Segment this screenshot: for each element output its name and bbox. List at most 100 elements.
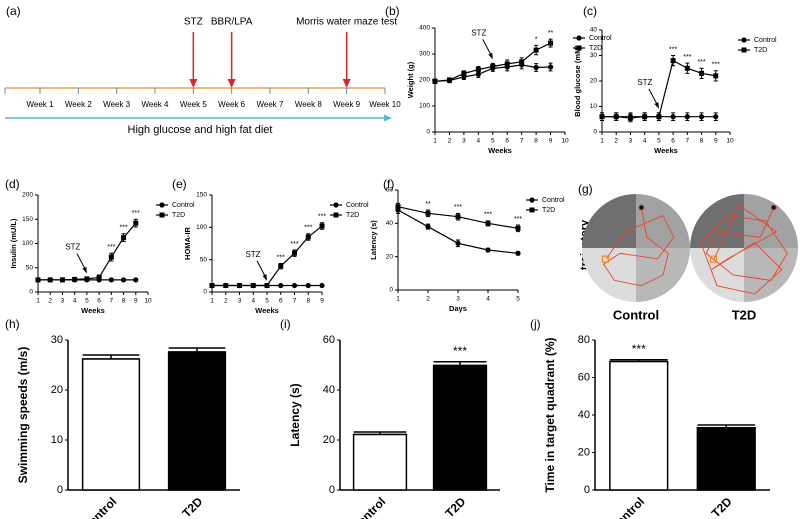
- significance: ***: [453, 344, 467, 358]
- group-label: T2D: [732, 307, 757, 322]
- x-tick-label: 2: [48, 298, 52, 305]
- panel-label: (f): [383, 177, 394, 191]
- week-label: Week 7: [256, 100, 284, 109]
- x-tick-label: 8: [534, 138, 538, 145]
- quadrant: [636, 194, 690, 248]
- y-tick-label: 200: [22, 192, 33, 199]
- marker: [547, 64, 554, 70]
- x-tick-label: 7: [293, 298, 297, 305]
- y-tick-label: 0: [203, 289, 207, 296]
- week-label: Week 5: [180, 100, 208, 109]
- group-label: Control: [613, 307, 659, 322]
- quadrant: [744, 248, 798, 302]
- y-tick-label: 50: [26, 264, 34, 271]
- event-arrow-head: [189, 79, 198, 88]
- week-label: Week 1: [27, 100, 55, 109]
- marker: [455, 240, 461, 246]
- marker: [108, 254, 114, 260]
- y-tick-label: 300: [419, 51, 430, 58]
- week-label: Week 2: [65, 100, 93, 109]
- marker: [133, 277, 139, 283]
- marker: [333, 202, 339, 208]
- y-tick-label: 400: [419, 25, 430, 32]
- significance: ***: [277, 254, 285, 261]
- marker: [59, 277, 65, 283]
- x-tick-label: 1: [600, 138, 604, 145]
- y-tick-label: 40: [578, 409, 590, 421]
- x-tick-label: 2: [448, 138, 452, 145]
- marker: [278, 263, 284, 269]
- panel-label: (c): [583, 4, 597, 18]
- platform-start: [770, 204, 777, 211]
- arrow-line: [76, 253, 87, 271]
- x-tick-label: 5: [265, 298, 269, 305]
- significance: ***: [484, 212, 492, 219]
- arrow-line: [482, 39, 493, 57]
- quadrant: [582, 248, 636, 302]
- y-axis-label: HOMA-IR: [183, 226, 192, 259]
- marker: [84, 276, 90, 282]
- week-label: Week 8: [295, 100, 323, 109]
- diet-label: High glucose and high fat diet: [128, 124, 273, 136]
- marker: [292, 250, 297, 256]
- x-tick-label: 6: [505, 138, 509, 145]
- marker: [533, 47, 539, 53]
- x-tick-label: 5: [516, 296, 520, 303]
- marker: [515, 250, 521, 256]
- swim-path: [602, 207, 675, 287]
- legend-label: Control: [589, 35, 612, 42]
- significance: ***: [290, 241, 298, 248]
- x-axis-label: Weeks: [488, 146, 512, 155]
- marker: [599, 114, 605, 120]
- x-tick-label: 10: [144, 298, 152, 305]
- x-axis-label: Weeks: [654, 146, 678, 155]
- y-tick-label: 30: [51, 334, 63, 346]
- week-label: Week 9: [333, 100, 361, 109]
- week-label: Week 6: [218, 100, 246, 109]
- quadrant: [690, 194, 744, 248]
- legend-label: Control: [172, 202, 195, 209]
- arrow-head: [262, 274, 267, 281]
- y-axis-label: Time in target quadrant (%): [543, 337, 557, 492]
- y-axis-label: Latency (s): [369, 220, 378, 260]
- y-tick-label: 150: [196, 192, 207, 199]
- marker: [713, 73, 719, 79]
- event-arrow-head: [227, 79, 236, 88]
- marker: [333, 212, 339, 218]
- significance: ***: [514, 216, 522, 223]
- marker: [237, 283, 242, 289]
- y-tick-label: 20: [51, 384, 63, 396]
- marker: [159, 212, 165, 218]
- x-tick-label: 4: [643, 138, 647, 145]
- y-tick-label: 10: [590, 103, 598, 110]
- y-axis-label: Insulin (mU/L): [9, 218, 18, 268]
- significance: ***: [712, 62, 720, 69]
- x-tick-label: 4: [477, 138, 481, 145]
- significance: ***: [454, 204, 462, 211]
- series-line: [434, 42, 551, 82]
- x-tick-label: 4: [73, 298, 77, 305]
- x-tick-label: 1: [210, 298, 214, 305]
- x-tick-label: 4: [251, 298, 255, 305]
- axis: [211, 195, 322, 293]
- marker: [133, 220, 139, 226]
- significance: ***: [697, 59, 705, 66]
- marker: [684, 65, 690, 71]
- arrow-line: [648, 88, 659, 107]
- x-tick-label: 9: [134, 298, 138, 305]
- y-tick-label: 100: [419, 103, 430, 110]
- x-tick-label: Control: [79, 494, 119, 519]
- legend-label: T2D: [346, 212, 359, 219]
- legend-label: T2D: [754, 47, 767, 54]
- marker: [425, 210, 431, 216]
- x-tick-label: 2: [614, 138, 618, 145]
- legend-label: T2D: [589, 45, 602, 52]
- y-tick-label: 0: [57, 484, 63, 496]
- significance: ***: [683, 54, 691, 61]
- marker: [515, 225, 521, 231]
- week-label: Week 3: [103, 100, 131, 109]
- y-tick-label: 0: [584, 484, 590, 496]
- marker: [576, 35, 582, 41]
- week-label: Week 4: [141, 100, 169, 109]
- x-tick-label: 9: [714, 138, 718, 145]
